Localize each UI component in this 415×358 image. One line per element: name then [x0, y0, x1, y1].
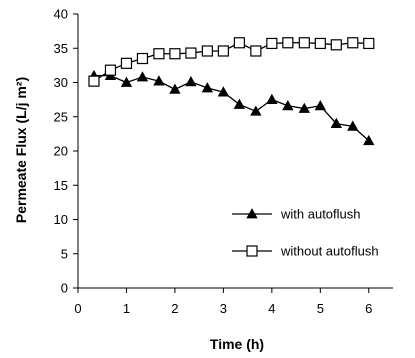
legend-label: with autoflush	[280, 207, 361, 222]
y-tick-label: 5	[61, 246, 68, 261]
data-point	[314, 99, 326, 111]
data-point	[363, 134, 375, 146]
data-point	[266, 93, 278, 105]
data-point	[266, 37, 278, 50]
y-tick-label: 30	[54, 75, 68, 90]
series-line	[93, 42, 369, 82]
y-tick-label: 35	[54, 41, 68, 56]
data-point	[314, 37, 326, 50]
series-layer	[88, 37, 375, 146]
data-point	[250, 105, 262, 116]
legend-marker	[246, 208, 258, 219]
axes: 0 5 10 15 20 25 30 35 40 0 1 2 3 4 5 6	[54, 7, 393, 316]
legend: with autoflush without autoflush	[232, 207, 379, 259]
data-point	[169, 83, 181, 94]
data-point	[298, 37, 310, 49]
y-tick-label: 10	[54, 212, 68, 227]
y-tick-label: 20	[54, 144, 68, 159]
series-without-autoflush	[88, 37, 375, 87]
x-tick-label: 1	[123, 301, 130, 316]
data-point	[169, 48, 181, 60]
x-tick-label: 4	[268, 301, 275, 316]
y-tick-label: 0	[61, 281, 68, 296]
x-tick-label: 6	[365, 301, 372, 316]
data-point	[233, 98, 246, 109]
data-point	[282, 37, 294, 49]
x-tick-label: 0	[74, 301, 81, 316]
data-point	[120, 76, 133, 87]
data-point	[233, 37, 245, 49]
y-tick-label: 40	[54, 7, 68, 22]
legend-marker	[246, 245, 258, 257]
data-point	[330, 39, 342, 51]
data-point	[363, 37, 375, 50]
series-line	[93, 75, 370, 142]
data-point	[88, 75, 100, 87]
data-point	[330, 117, 342, 128]
data-point	[250, 45, 262, 57]
data-point	[282, 99, 294, 111]
data-point	[185, 75, 197, 87]
x-tick-label: 3	[220, 301, 227, 316]
data-point	[217, 45, 229, 57]
series-with-autoflush	[88, 69, 375, 146]
data-point	[201, 45, 213, 57]
data-point	[153, 75, 165, 86]
y-tick-label: 15	[54, 178, 68, 193]
y-tick-label: 25	[54, 109, 68, 124]
data-point	[347, 37, 359, 49]
x-tick-label: 5	[317, 301, 324, 316]
data-point	[120, 57, 133, 69]
data-point	[104, 64, 117, 76]
data-point	[136, 52, 149, 65]
y-axis-title: Permeate Flux (L/j m²)	[13, 77, 29, 223]
data-point	[185, 47, 197, 59]
data-point	[201, 82, 214, 93]
x-axis-title: Time (h)	[210, 336, 264, 352]
data-point	[298, 102, 310, 113]
data-point	[153, 48, 165, 60]
legend-label: without autoflush	[280, 244, 379, 259]
x-tick-label: 2	[171, 301, 178, 316]
data-point	[136, 71, 149, 82]
data-point	[217, 86, 230, 97]
data-point	[347, 120, 359, 131]
